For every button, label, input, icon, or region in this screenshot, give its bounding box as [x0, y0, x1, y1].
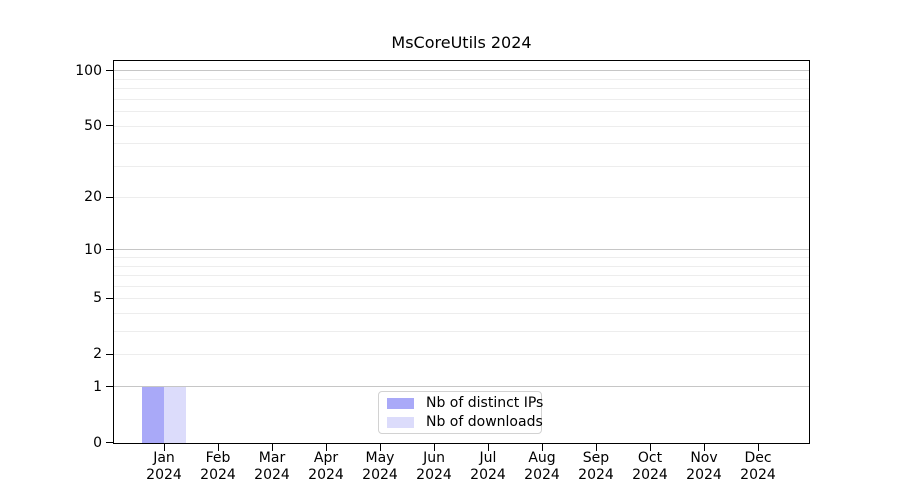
x-axis-tick [488, 444, 490, 451]
x-axis-label-year: 2024 [416, 467, 452, 483]
minor-gridline [114, 197, 809, 199]
x-axis-label-month: Jun [423, 450, 445, 466]
minor-gridline [114, 125, 809, 127]
x-axis-label: Jul 2024 [456, 450, 520, 484]
plot-area [113, 60, 810, 444]
legend-label: Nb of distinct IPs [426, 395, 544, 411]
x-axis-tick [218, 444, 220, 451]
x-axis-label: Jan 2024 [132, 450, 196, 484]
x-axis-label: Feb 2024 [186, 450, 250, 484]
x-axis-label-year: 2024 [470, 467, 506, 483]
y-axis-label: 2 [93, 346, 102, 362]
bar-nb-of-distinct-ips [142, 387, 164, 443]
major-gridline [114, 248, 809, 250]
legend-swatch [387, 416, 414, 428]
chart-title: MsCoreUtils 2024 [391, 33, 532, 52]
minor-gridline [114, 312, 809, 314]
minor-gridline [114, 79, 809, 80]
y-axis-label: 1 [93, 379, 102, 395]
x-axis-label: May 2024 [348, 450, 412, 484]
minor-gridline [114, 265, 809, 267]
legend-row: Nb of distinct IPs [387, 395, 543, 411]
y-axis-tick [106, 125, 113, 127]
x-axis-label-month: Jan [153, 450, 175, 466]
minor-gridline [114, 165, 809, 167]
y-axis-label: 10 [84, 242, 102, 258]
y-axis-tick [106, 386, 113, 388]
y-axis-tick [106, 442, 113, 444]
y-axis-tick [106, 70, 113, 72]
x-axis-label-month: Nov [690, 450, 718, 466]
x-axis-label-month: Mar [258, 450, 286, 466]
x-axis-tick [272, 444, 274, 451]
y-axis-label: 50 [84, 118, 102, 134]
x-axis-label-year: 2024 [308, 467, 344, 483]
x-axis-label-year: 2024 [146, 467, 182, 483]
major-gridline [114, 386, 809, 388]
minor-gridline [114, 298, 809, 300]
x-axis-label-month: Feb [205, 450, 231, 466]
x-axis-label-month: Jul [479, 450, 497, 466]
minor-gridline [114, 275, 809, 276]
x-axis-label: Nov 2024 [672, 450, 736, 484]
minor-gridline [114, 257, 809, 258]
x-axis-label-month: Apr [313, 450, 339, 466]
x-axis-tick [434, 444, 436, 451]
x-axis-label-year: 2024 [632, 467, 668, 483]
bar-nb-of-downloads [164, 387, 186, 443]
minor-gridline [114, 285, 809, 287]
x-axis-label-year: 2024 [200, 467, 236, 483]
x-axis-label-year: 2024 [362, 467, 398, 483]
x-axis-tick [164, 444, 166, 451]
minor-gridline [114, 354, 809, 355]
x-axis-label-month: May [365, 450, 395, 466]
x-axis-label: Aug 2024 [510, 450, 574, 484]
minor-gridline [114, 330, 809, 332]
y-axis-label: 100 [75, 63, 102, 79]
y-axis-tick [106, 196, 113, 198]
x-axis-label-year: 2024 [740, 467, 776, 483]
y-axis-label: 20 [84, 189, 102, 205]
y-axis-tick [106, 353, 113, 355]
x-axis-label-month: Oct [637, 450, 663, 466]
x-axis-label: Jun 2024 [402, 450, 466, 484]
legend-swatch [387, 397, 414, 409]
x-axis-tick [650, 444, 652, 451]
x-axis-label-month: Sep [582, 450, 610, 466]
x-axis-label: Apr 2024 [294, 450, 358, 484]
x-axis-label-year: 2024 [524, 467, 560, 483]
y-axis-label: 0 [93, 435, 102, 451]
minor-gridline [114, 111, 809, 113]
x-axis-tick [758, 444, 760, 451]
x-axis-label-month: Aug [528, 450, 556, 466]
x-axis-label: Mar 2024 [240, 450, 304, 484]
major-gridline [114, 70, 809, 72]
y-axis-tick [106, 297, 113, 299]
x-axis-label: Dec 2024 [726, 450, 790, 484]
x-axis-label-month: Dec [744, 450, 772, 466]
y-axis-label: 5 [93, 290, 102, 306]
minor-gridline [114, 88, 809, 90]
x-axis-tick [326, 444, 328, 451]
x-axis-label: Sep 2024 [564, 450, 628, 484]
legend-label: Nb of downloads [426, 414, 543, 430]
x-axis-tick [704, 444, 706, 451]
x-axis-tick [542, 444, 544, 451]
x-axis-tick [596, 444, 598, 451]
y-axis-tick [106, 248, 113, 251]
x-axis-label-year: 2024 [686, 467, 722, 483]
x-axis-label-year: 2024 [254, 467, 290, 483]
legend: Nb of distinct IPs Nb of downloads [378, 391, 543, 434]
minor-gridline [114, 143, 809, 145]
x-axis-label: Oct 2024 [618, 450, 682, 484]
x-axis-tick [380, 444, 382, 451]
minor-gridline [114, 99, 809, 100]
legend-row: Nb of downloads [387, 414, 543, 430]
x-axis-label-year: 2024 [578, 467, 614, 483]
